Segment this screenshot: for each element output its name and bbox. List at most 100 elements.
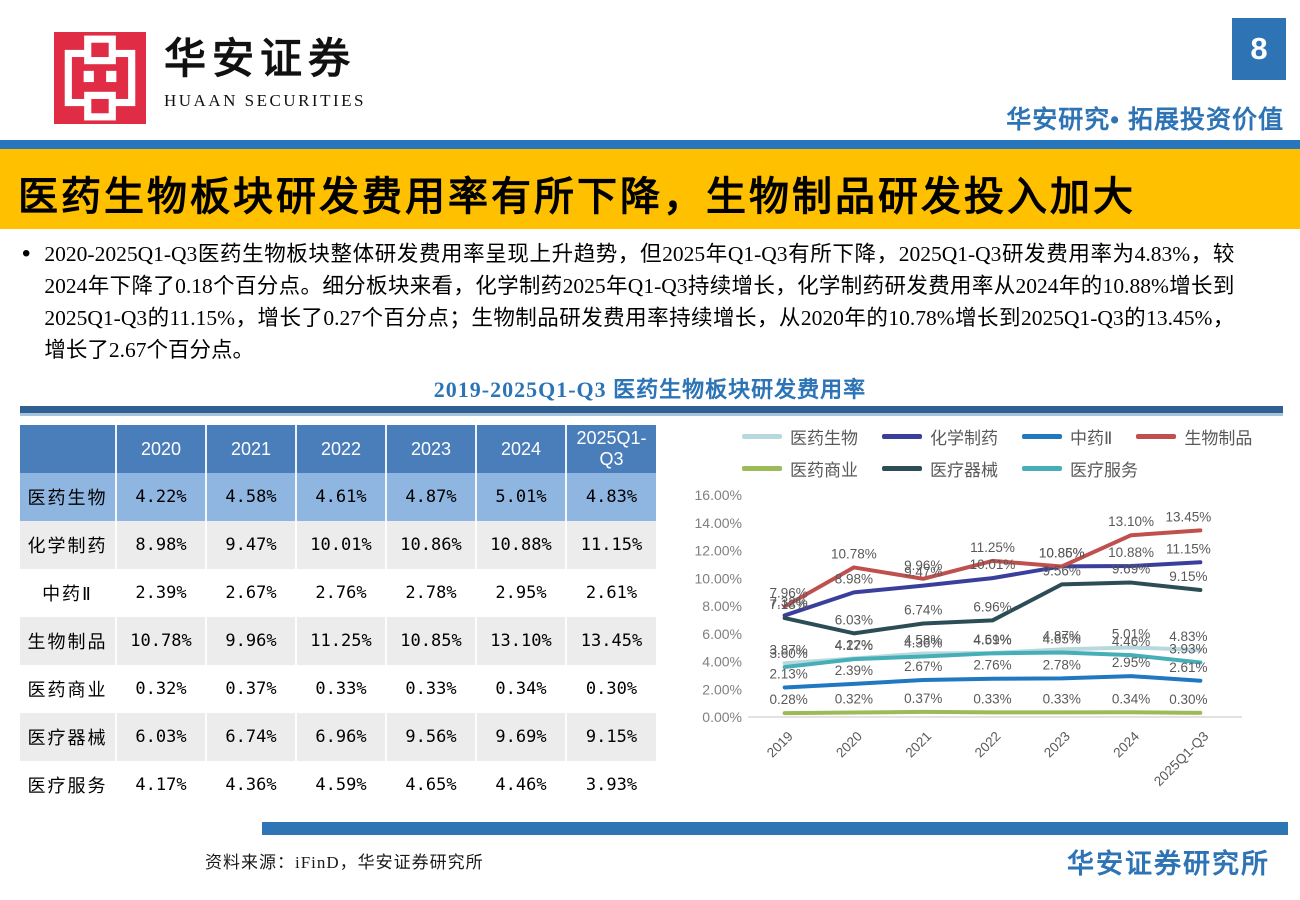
value-cell: 3.93%: [566, 761, 656, 809]
data-label: 9.96%: [904, 558, 942, 573]
value-cell: 4.65%: [386, 761, 477, 809]
data-label: 6.96%: [973, 599, 1011, 614]
value-cell: 2.61%: [566, 569, 656, 617]
series-line-医疗服务: [782, 650, 1203, 670]
bullet-marker: •: [22, 240, 31, 267]
legend-item: 化学制药: [882, 424, 998, 449]
value-cell: 4.87%: [386, 473, 477, 521]
legend-label: 医疗服务: [1070, 461, 1138, 480]
data-label: 10.88%: [1108, 545, 1154, 560]
value-cell: 10.78%: [116, 617, 207, 665]
data-label: 0.37%: [904, 691, 942, 706]
value-cell: 4.83%: [566, 473, 656, 521]
data-label: 7.32%: [770, 594, 808, 609]
header-divider: [0, 140, 1300, 149]
row-label-cell: 医疗服务: [20, 761, 117, 809]
series-line-医疗器械: [782, 580, 1203, 636]
data-label: 4.36%: [904, 636, 942, 651]
value-cell: 0.34%: [476, 665, 567, 713]
data-label: 7.96%: [770, 586, 808, 601]
data-label: 11.15%: [1166, 541, 1211, 556]
value-cell: 8.98%: [116, 521, 207, 569]
data-label: 9.15%: [1169, 569, 1207, 584]
brand-name-en: HUAAN SECURITIES: [164, 90, 366, 110]
brand-name-cn: 华安证券: [164, 37, 357, 83]
data-label: 2.61%: [1169, 660, 1207, 675]
legend-label: 医疗器械: [930, 461, 998, 480]
value-cell: 4.17%: [116, 761, 207, 809]
y-axis-label: 2.00%: [702, 681, 742, 697]
x-axis-label: 2021: [902, 729, 934, 761]
footer-bar: [262, 822, 1288, 835]
legend-swatch-icon: [1022, 466, 1062, 471]
value-cell: 4.58%: [206, 473, 297, 521]
data-label: 10.86%: [1039, 545, 1085, 560]
data-label: 4.65%: [1043, 631, 1081, 646]
data-label: 0.33%: [973, 691, 1011, 706]
row-label-cell: 化学制药: [20, 521, 117, 569]
data-label: 10.78%: [831, 546, 877, 561]
body-bullet-block: • 2020-2025Q1-Q3医药生物板块整体研发费用率呈现上升趋势，但202…: [22, 238, 1270, 366]
data-label: 2.78%: [1043, 657, 1081, 672]
data-label: 10.85%: [1039, 545, 1085, 560]
value-cell: 0.32%: [116, 665, 207, 713]
line-chart-svg: 0.00% 2.00% 4.00% 6.00% 8.00% 10.00% 12.00% 14.…: [695, 487, 1242, 789]
series-line-化学制药: [782, 560, 1203, 618]
value-cell: 0.30%: [566, 665, 656, 713]
value-cell: 10.01%: [296, 521, 387, 569]
value-cell: 9.96%: [206, 617, 297, 665]
institute-name: 华安证券研究所: [1067, 849, 1270, 879]
y-axis-label: 6.00%: [702, 626, 742, 642]
table-row: 生物制品 10.78% 9.96% 11.25% 10.85% 13.10% 13.45%: [20, 617, 656, 665]
x-axis-label: 2024: [1110, 728, 1142, 760]
data-label: 6.03%: [835, 612, 873, 627]
table-row: 化学制药 8.98% 9.47% 10.01% 10.86% 10.88% 11.15%: [20, 521, 656, 569]
legend-item: 中药Ⅱ: [1022, 424, 1112, 449]
value-cell: 2.39%: [116, 569, 207, 617]
value-cell: 4.22%: [116, 473, 207, 521]
table-row: 医疗服务 4.17% 4.36% 4.59% 4.65% 4.46% 3.93%: [20, 761, 656, 809]
value-cell: 6.74%: [206, 713, 297, 761]
legend-swatch-icon: [882, 434, 922, 439]
data-label: 9.47%: [904, 565, 942, 580]
data-label: 4.83%: [1169, 629, 1207, 644]
legend-label: 中药Ⅱ: [1070, 429, 1113, 448]
table-header-cell: [20, 425, 117, 473]
y-axis-label: 14.00%: [695, 515, 742, 531]
y-axis-label: 16.00%: [695, 487, 742, 503]
value-cell: 10.85%: [386, 617, 477, 665]
value-cell: 10.86%: [386, 521, 477, 569]
data-label: 2.76%: [973, 658, 1011, 673]
data-label: 4.17%: [835, 638, 873, 653]
data-label: 13.45%: [1165, 509, 1211, 524]
legend-row: 医药生物 化学制药 中药Ⅱ 生物制品: [742, 424, 1295, 449]
table-row: 医药生物 4.22% 4.58% 4.61% 4.87% 5.01% 4.83%: [20, 473, 656, 521]
value-cell: 9.69%: [476, 713, 567, 761]
table-row: 医疗器械 6.03% 6.74% 6.96% 9.56% 9.69% 9.15%: [20, 713, 656, 761]
value-cell: 11.25%: [296, 617, 387, 665]
data-label: 3.87%: [770, 642, 808, 657]
body-paragraph: 2020-2025Q1-Q3医药生物板块整体研发费用率呈现上升趋势，但2025年…: [44, 242, 1235, 362]
data-label: 4.58%: [904, 632, 942, 647]
legend-item: 医疗器械: [882, 456, 998, 481]
data-label: 10.01%: [970, 557, 1016, 572]
legend-label: 医药生物: [790, 429, 858, 448]
series-line-医药商业: [782, 709, 1203, 716]
value-cell: 4.36%: [206, 761, 297, 809]
legend-label: 化学制药: [930, 429, 998, 448]
research-tagline: 华安研究• 拓展投资价值: [1006, 106, 1284, 134]
data-label: 0.32%: [835, 692, 873, 707]
table-header-cell: 2021: [206, 425, 297, 473]
value-cell: 2.67%: [206, 569, 297, 617]
legend-swatch-icon: [1022, 434, 1062, 439]
data-label: 3.60%: [770, 646, 808, 661]
value-cell: 9.15%: [566, 713, 656, 761]
value-cell: 4.61%: [296, 473, 387, 521]
row-label-cell: 医疗器械: [20, 713, 117, 761]
legend-swatch-icon: [742, 466, 782, 471]
value-cell: 9.56%: [386, 713, 477, 761]
source-note: 资料来源：iFinD，华安证券研究所: [205, 853, 484, 872]
huaan-seal-icon: [54, 32, 146, 124]
value-cell: 4.46%: [476, 761, 567, 809]
legend-swatch-icon: [742, 434, 782, 439]
